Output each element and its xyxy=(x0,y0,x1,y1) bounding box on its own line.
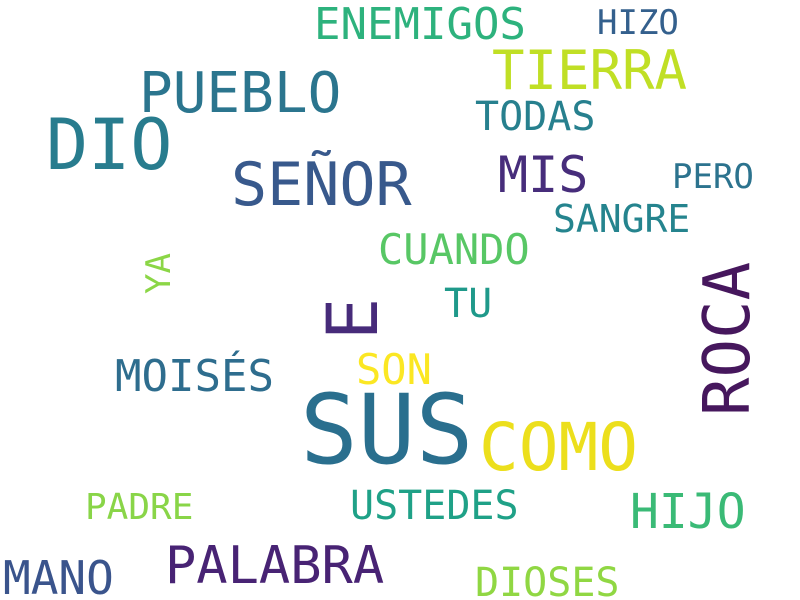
word-dio: DIO xyxy=(46,104,173,186)
word-sangre: SANGRE xyxy=(553,197,691,241)
word-mis: MIS xyxy=(498,146,589,204)
word-sus: SUS xyxy=(300,374,474,486)
word-hijo: HIJO xyxy=(630,484,746,540)
word-cuando: CUANDO xyxy=(378,225,530,274)
word-moises: MOISÉS xyxy=(115,351,274,402)
word-mano: MANO xyxy=(3,551,114,600)
word-tierra: TIERRA xyxy=(492,39,688,102)
word-como: COMO xyxy=(479,409,638,486)
word-ya: YA xyxy=(139,253,179,294)
word-dioses: DIOSES xyxy=(475,560,620,600)
word-ustedes: USTEDES xyxy=(350,483,519,529)
word-padre: PADRE xyxy=(85,487,194,528)
word-e: E xyxy=(312,297,394,340)
word-senor: SEÑOR xyxy=(231,150,412,220)
word-pueblo: PUEBLO xyxy=(139,61,342,126)
word-son: SON xyxy=(356,345,432,394)
word-palabra: PALABRA xyxy=(165,536,385,596)
word-hizo: HIZO xyxy=(597,3,679,43)
word-roca: ROCA xyxy=(691,261,765,416)
word-pero: PERO xyxy=(672,157,754,197)
word-todas: TODAS xyxy=(475,94,596,140)
word-tu: TU xyxy=(444,281,493,327)
word-enemigos: ENEMIGOS xyxy=(314,0,526,50)
